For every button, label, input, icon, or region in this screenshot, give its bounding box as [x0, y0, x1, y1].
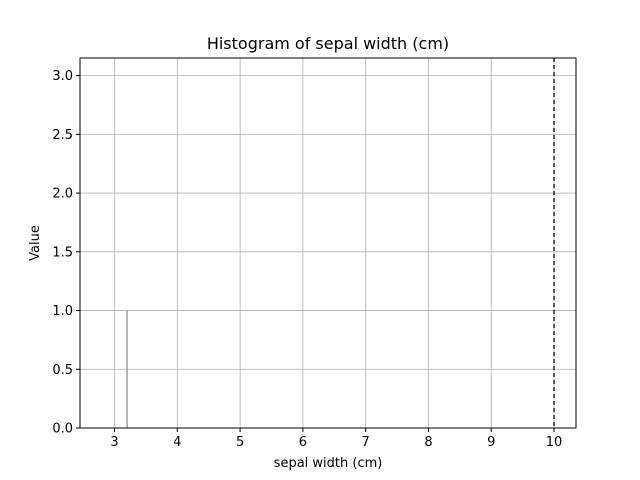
y-tick-label: 0.0: [52, 422, 73, 437]
histogram-bar: [126, 310, 128, 428]
x-axis-ticks: 3 4 5 6 7 8 9 10: [110, 428, 562, 450]
x-axis-label: sepal width (cm): [274, 456, 383, 471]
x-tick-label: 8: [424, 435, 432, 450]
plot-frame: [79, 57, 577, 429]
y-tick-label: 2.5: [52, 128, 73, 143]
x-tick-label: 6: [299, 435, 307, 450]
bars-group: [126, 310, 128, 428]
x-tick-label: 3: [110, 435, 118, 450]
chart-title: Histogram of sepal width (cm): [207, 34, 449, 53]
x-tick-label: 9: [487, 435, 495, 450]
y-axis-label: Value: [28, 225, 43, 261]
y-tick-label: 2.0: [52, 187, 73, 202]
y-tick-label: 3.0: [52, 69, 73, 84]
x-tick-label: 7: [362, 435, 370, 450]
y-axis-ticks: 0.0 0.5 1.0 1.5 2.0 2.5 3.0: [52, 69, 80, 437]
x-tick-label: 5: [236, 435, 244, 450]
y-tick-label: 1.0: [52, 304, 73, 319]
y-tick-label: 0.5: [52, 363, 73, 378]
x-tick-label: 4: [173, 435, 181, 450]
y-tick-label: 1.5: [52, 245, 73, 260]
grid-lines: [80, 58, 576, 429]
x-tick-label: 10: [546, 435, 563, 450]
